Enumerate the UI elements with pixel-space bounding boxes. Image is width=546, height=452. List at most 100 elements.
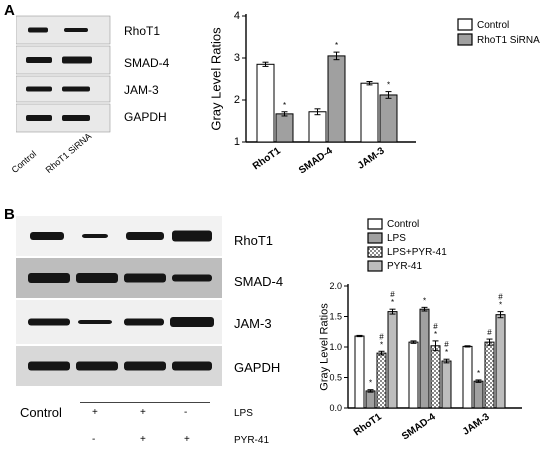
y-tick-label: 1.5 [329, 312, 342, 322]
y-tick-label: 0.5 [329, 373, 342, 383]
blot-b-band [124, 273, 166, 283]
panel-b-letter: B [4, 206, 15, 223]
blot-b-band [76, 273, 118, 283]
category-label: RhoT1 [352, 411, 384, 438]
blot-b-band [82, 234, 108, 238]
pyr-mark-2: + [140, 434, 146, 445]
blot-b-band [124, 318, 164, 326]
blot-b-band [124, 361, 166, 371]
blot-b-band [172, 230, 212, 242]
bar [473, 380, 484, 409]
blot-b-band [28, 361, 70, 371]
legend-swatch [367, 232, 383, 244]
y-tick-label: 3 [234, 52, 240, 64]
significance-mark: # [433, 322, 438, 331]
blot-a-label-smad4: SMAD-4 [124, 56, 170, 70]
panel-a-letter: A [4, 2, 15, 19]
lps-mark-2: + [140, 407, 146, 418]
legend-swatch [367, 246, 383, 258]
bar [379, 94, 398, 143]
category-label: JAM-3 [461, 411, 492, 437]
significance-mark: * [335, 41, 338, 50]
bar [275, 113, 294, 143]
significance-mark: * [380, 340, 383, 349]
bar [376, 352, 387, 409]
legend-label: LPS+PYR-41 [387, 247, 447, 258]
y-tick-label: 1.0 [329, 342, 342, 352]
legend-swatch [457, 33, 473, 46]
bar [484, 341, 495, 409]
significance-mark: * [445, 348, 448, 357]
significance-mark: # [444, 340, 449, 349]
significance-mark: * [434, 330, 437, 339]
bar [354, 335, 365, 409]
significance-mark: # [487, 328, 492, 337]
blot-b-band [78, 320, 112, 324]
blot-a-band [62, 86, 90, 92]
category-label: JAM-3 [356, 145, 387, 171]
bar [256, 63, 275, 143]
legend-label: PYR-41 [387, 261, 422, 272]
bar [495, 314, 506, 409]
category-label: RhoT1 [251, 145, 283, 172]
category-label: SMAD-4 [400, 411, 438, 442]
blot-b-band [126, 232, 164, 240]
panel-a-blot [16, 15, 111, 133]
significance-mark: * [369, 379, 372, 388]
blot-b-band [30, 232, 64, 240]
legend-swatch [367, 260, 383, 272]
blot-a-label-jam3: JAM-3 [124, 83, 159, 97]
significance-mark: * [391, 298, 394, 307]
significance-mark: * [477, 369, 480, 378]
blot-b-label-jam3: JAM-3 [234, 316, 272, 331]
significance-mark: * [283, 101, 286, 110]
blot-a-label-rhot1: RhoT1 [124, 24, 161, 38]
lps-mark-1: + [92, 407, 98, 418]
condition-divider [80, 402, 210, 403]
significance-mark: * [423, 296, 426, 305]
blot-b-label-smad4: SMAD-4 [234, 274, 284, 289]
lane-a-control: Control [9, 148, 39, 175]
y-tick-label: 2.0 [329, 281, 342, 291]
pyr-condition-label: PYR-41 [234, 435, 270, 446]
bar [419, 308, 430, 409]
blot-b-band [172, 361, 212, 371]
pyr-mark-3: + [184, 434, 190, 445]
blot-b-label-gapdh: GAPDH [234, 360, 281, 375]
condition-control-label: Control [20, 405, 62, 420]
blot-a-band [64, 28, 88, 32]
blot-a-band [26, 86, 52, 92]
panel-b-blot [16, 216, 222, 386]
bar [365, 390, 376, 409]
blot-b-band [28, 273, 70, 283]
blot-b-band [28, 318, 70, 326]
y-axis-label: Gray Level Ratios [318, 303, 330, 391]
bar [360, 82, 379, 143]
legend-swatch [367, 218, 383, 230]
blot-a-band [26, 115, 52, 121]
blot-a-band [62, 115, 90, 121]
y-tick-label: 1 [234, 136, 240, 148]
category-label: SMAD-4 [297, 145, 335, 176]
legend-label: RhoT1 SiRNA [477, 35, 540, 46]
bar [441, 360, 452, 409]
lps-condition-label: LPS [234, 408, 253, 419]
legend-label: Control [477, 20, 509, 31]
blot-a-label-gapdh: GAPDH [124, 110, 167, 124]
blot-b-band [76, 361, 118, 371]
bar [308, 111, 327, 143]
pyr-mark-1: - [92, 434, 96, 445]
significance-mark: # [390, 290, 395, 299]
bar [327, 55, 346, 143]
bar [430, 345, 441, 409]
y-tick-label: 4 [234, 10, 240, 22]
blot-b-band [172, 274, 212, 282]
lps-mark-3: - [184, 407, 188, 418]
blot-a-band [62, 56, 92, 64]
significance-mark: * [387, 81, 390, 90]
y-tick-label: 0.0 [329, 403, 342, 413]
legend-swatch [457, 18, 473, 31]
blot-a-band [26, 57, 52, 63]
legend-label: Control [387, 219, 419, 230]
